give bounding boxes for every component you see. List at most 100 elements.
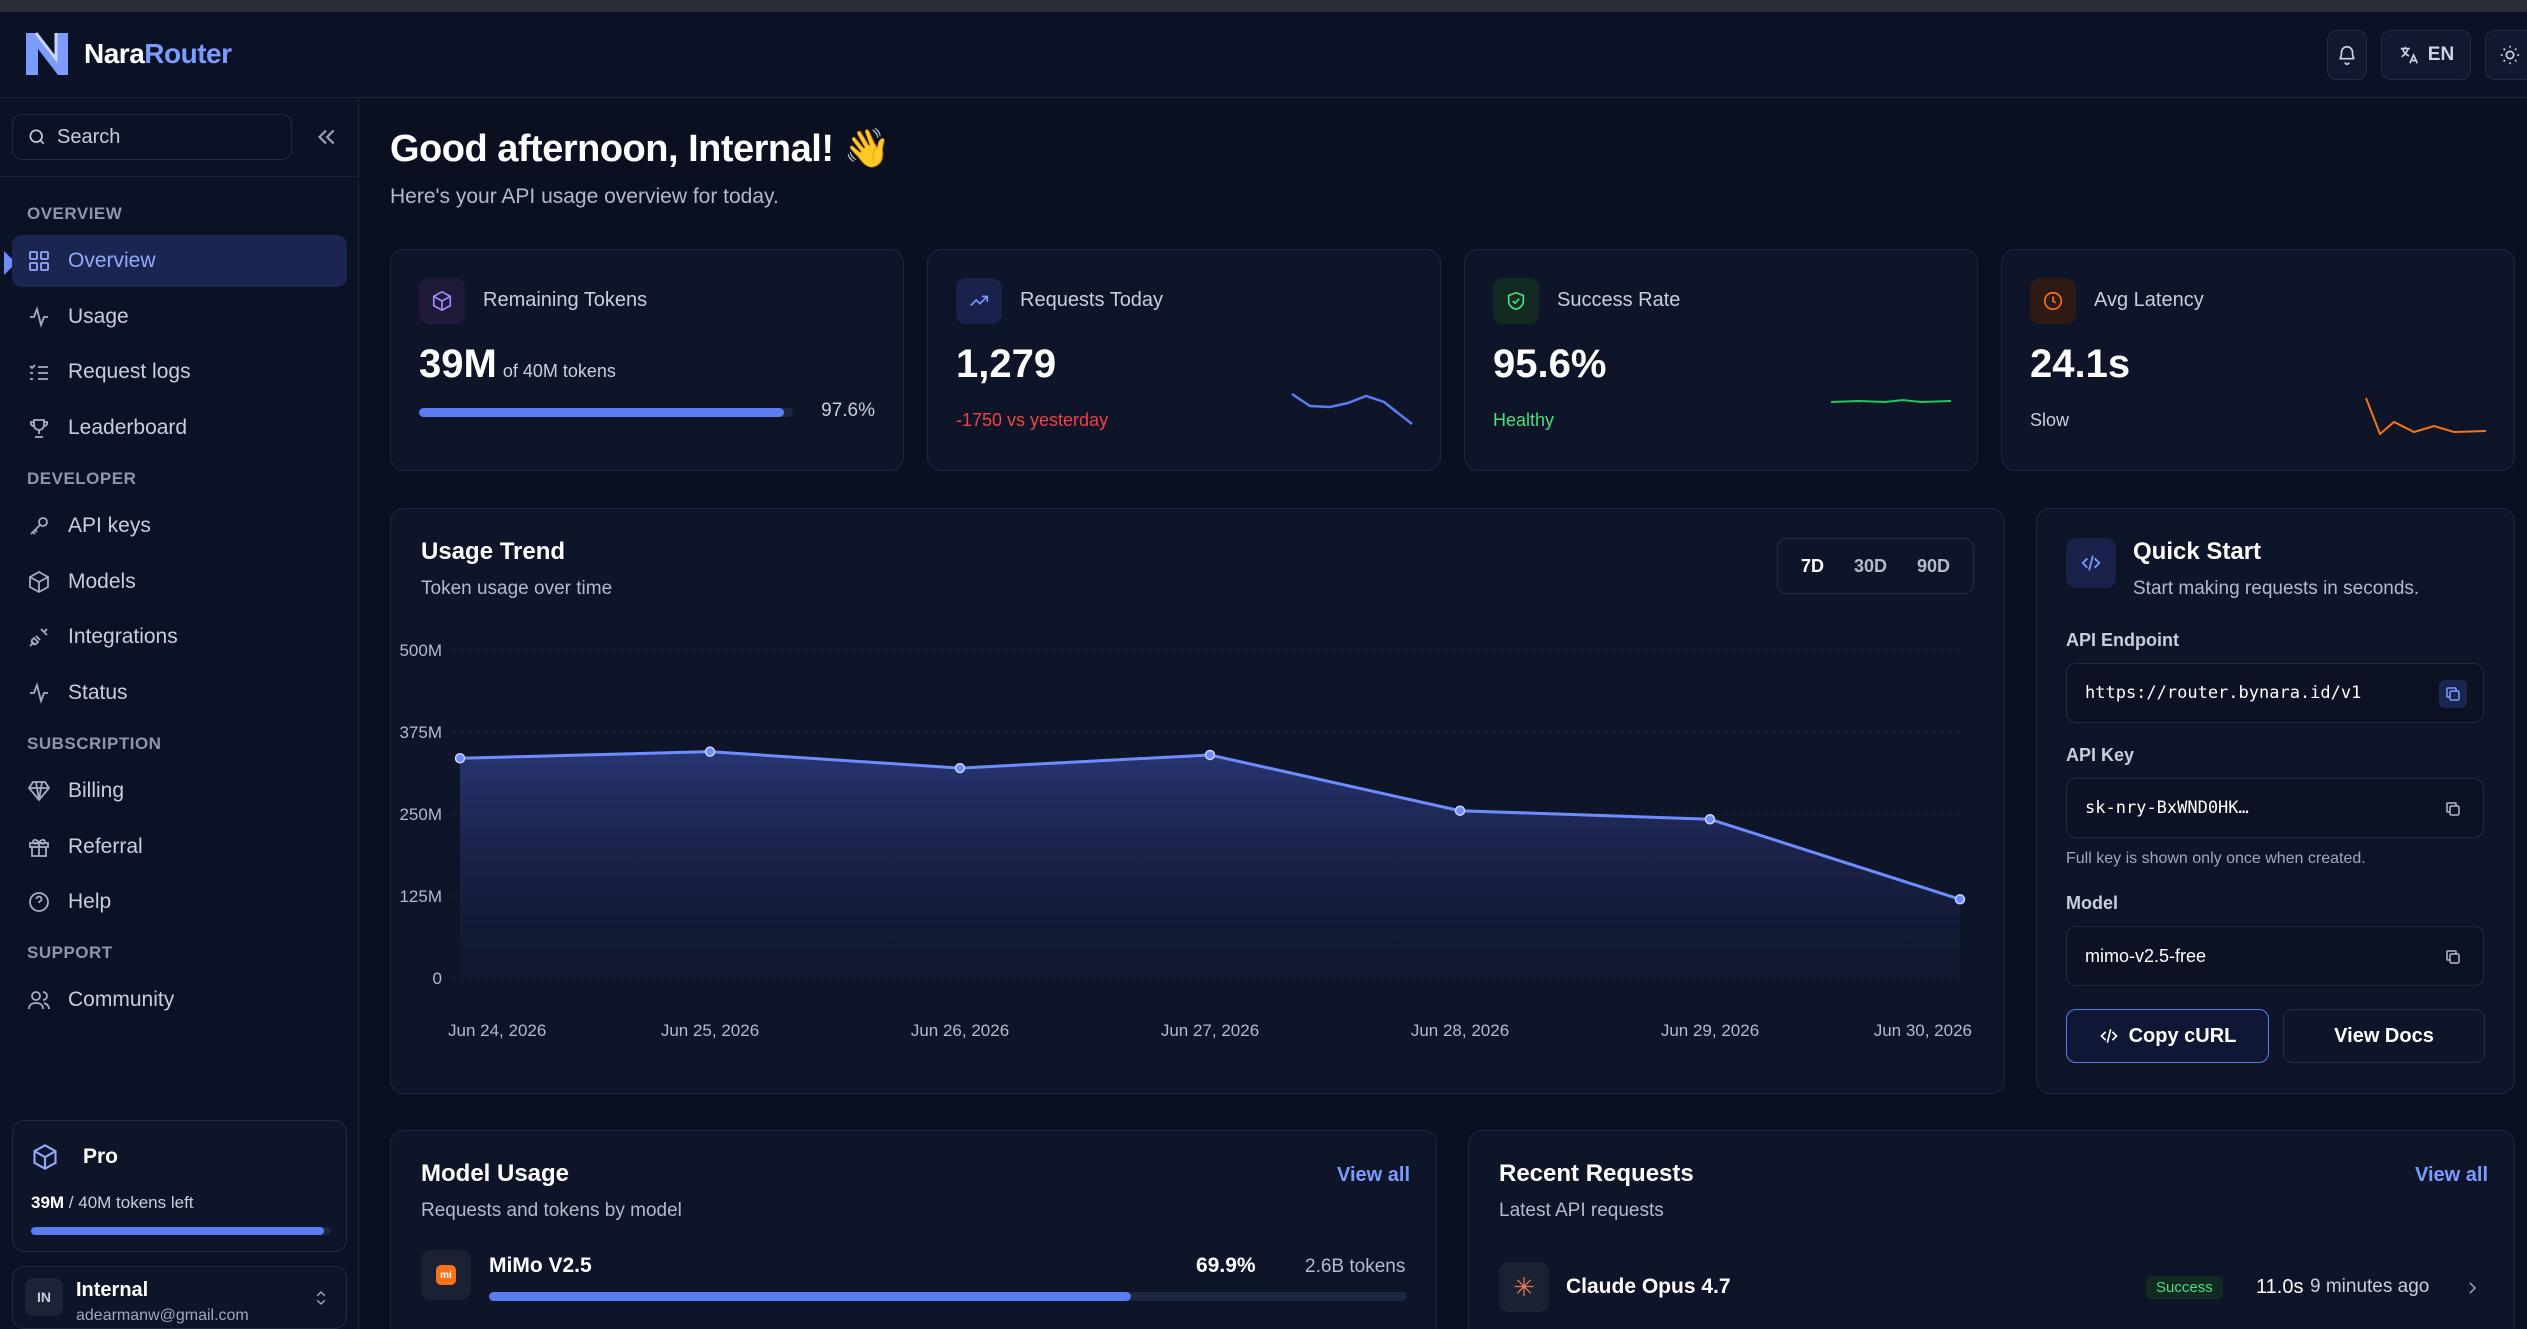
plan-progress-fill — [31, 1227, 324, 1235]
model-usage-title: Model Usage — [421, 1160, 570, 1187]
sidebar-item-referral[interactable]: Referral — [12, 821, 347, 873]
sidebar-item-request-logs[interactable]: Request logs — [12, 346, 347, 398]
api-key-value: sk-nry-BxWND0HK… — [2085, 798, 2249, 818]
recent-requests-title: Recent Requests — [1499, 1160, 1694, 1187]
sidebar-item-overview[interactable]: Overview — [12, 235, 347, 287]
api-key-label: API Key — [2066, 745, 2135, 765]
page-title: Good afternoon, Internal! 👋 — [390, 128, 891, 170]
list-icon — [29, 364, 48, 380]
recent-requests-card — [1468, 1130, 2515, 1329]
cube-icon — [33, 1144, 57, 1170]
tokens-progress-bar — [419, 408, 793, 417]
range-30d[interactable]: 30D — [1853, 555, 1887, 576]
copy-icon — [2446, 687, 2460, 701]
sidebar-item-community[interactable]: Community — [12, 974, 347, 1026]
model-tokens: 2.6B tokens — [1305, 1256, 1406, 1277]
x-tick-label: Jun 24, 2026 — [448, 1021, 546, 1040]
data-point[interactable] — [1704, 813, 1716, 825]
sun-icon — [2500, 45, 2520, 65]
translate-icon — [2400, 46, 2418, 64]
trending-up-icon — [956, 278, 1002, 324]
user-menu[interactable]: IN Internal adearmanw@gmail.com — [12, 1266, 347, 1329]
sidebar-item-label: Usage — [68, 305, 129, 328]
section-overview: OVERVIEW — [27, 204, 123, 223]
range-7d[interactable]: 7D — [1800, 555, 1824, 576]
gift-icon — [29, 838, 49, 857]
data-point[interactable] — [1954, 894, 1966, 905]
stat-label: Remaining Tokens — [483, 289, 648, 311]
copy-icon — [2446, 802, 2460, 816]
section-support: SUPPORT — [27, 943, 113, 962]
sidebar-item-models[interactable]: Models — [12, 556, 347, 608]
bell-icon — [2339, 46, 2355, 65]
data-point[interactable] — [1204, 749, 1216, 761]
sidebar-item-label: Community — [68, 988, 175, 1011]
model-label: Model — [2066, 893, 2118, 913]
data-point[interactable] — [704, 746, 716, 757]
model-usage-view-all-link[interactable]: View all — [1337, 1164, 1411, 1186]
sidebar-item-usage[interactable]: Usage — [12, 291, 347, 343]
brand-logo[interactable]: NaraRouter — [22, 29, 232, 79]
sidebar-item-billing[interactable]: Billing — [12, 765, 347, 817]
sidebar-item-help[interactable]: Help — [12, 876, 347, 928]
sidebar-item-status[interactable]: Status — [12, 667, 347, 719]
sidebar-divider — [0, 176, 359, 177]
user-name: Internal — [76, 1279, 149, 1301]
section-developer: DEVELOPER — [27, 469, 137, 488]
stat-change: -1750 vs yesterday — [956, 410, 1109, 430]
search-placeholder: Search — [57, 125, 121, 148]
copy-curl-label: Copy cURL — [2128, 1024, 2237, 1047]
plan-card[interactable]: Pro 39M / 40M tokens left — [12, 1120, 347, 1252]
clock-icon — [2030, 278, 2076, 324]
copy-curl-button[interactable]: Copy cURL — [2066, 1009, 2269, 1063]
recent-requests-view-all-link[interactable]: View all — [2415, 1164, 2489, 1186]
sidebar-item-api-keys[interactable]: API keys — [12, 500, 347, 552]
range-90d[interactable]: 90D — [1916, 555, 1950, 576]
stat-status: Healthy — [1493, 410, 1555, 430]
cube-icon — [29, 570, 49, 594]
plan-progress-bar — [31, 1227, 331, 1235]
stat-label: Requests Today — [1020, 289, 1164, 311]
requests-sparkline — [1291, 392, 1413, 425]
request-latency: 11.0s — [2256, 1276, 2304, 1298]
view-docs-label: View Docs — [2334, 1024, 2434, 1047]
view-docs-button[interactable]: View Docs — [2283, 1009, 2485, 1063]
model-usage-fill — [489, 1292, 1131, 1301]
theme-toggle-button[interactable] — [2485, 30, 2527, 80]
key-icon — [30, 517, 48, 535]
usage-area — [460, 751, 1960, 978]
language-button[interactable]: EN — [2381, 30, 2471, 80]
tokens-progress-fill — [419, 408, 785, 417]
copy-model-button[interactable] — [2439, 943, 2467, 971]
recent-requests-subtitle: Latest API requests — [1499, 1200, 1664, 1221]
sidebar-item-leaderboard[interactable]: Leaderboard — [12, 402, 347, 454]
search-input[interactable]: Search — [12, 114, 292, 160]
code-icon — [2099, 1029, 2118, 1043]
y-tick-label: 500M — [399, 641, 442, 660]
chevron-up-down-icon — [316, 1290, 326, 1306]
gem-icon — [27, 781, 51, 802]
copy-endpoint-button[interactable] — [2439, 680, 2467, 708]
endpoint-label: API Endpoint — [2066, 630, 2179, 650]
claude-logo-icon: ✳ — [1499, 1262, 1549, 1312]
sidebar-item-label: Status — [68, 681, 128, 704]
request-time: 9 minutes ago — [2310, 1276, 2430, 1297]
sidebar-item-label: Leaderboard — [68, 416, 188, 439]
sidebar-item-integrations[interactable]: Integrations — [12, 611, 347, 663]
stat-card-success-rate: Success Rate 95.6% Healthy — [1464, 249, 1978, 471]
data-point[interactable] — [1454, 805, 1466, 816]
page-subtitle: Here's your API usage overview for today… — [390, 185, 779, 208]
usage-trend-subtitle: Token usage over time — [421, 578, 613, 599]
y-tick-label: 0 — [433, 969, 442, 988]
cube-icon — [419, 278, 465, 324]
stat-status: Slow — [2030, 410, 2070, 430]
x-tick-label: Jun 30, 2026 — [1874, 1021, 1972, 1040]
usage-trend-title: Usage Trend — [421, 538, 566, 565]
collapse-sidebar-icon[interactable] — [312, 124, 340, 150]
data-point[interactable] — [954, 762, 966, 774]
notifications-button[interactable] — [2327, 30, 2367, 80]
copy-api-key-button[interactable] — [2439, 795, 2467, 823]
section-subscription: SUBSCRIPTION — [27, 734, 162, 753]
data-point[interactable] — [454, 752, 466, 764]
endpoint-value: https://router.bynara.id/v1 — [2085, 683, 2362, 703]
